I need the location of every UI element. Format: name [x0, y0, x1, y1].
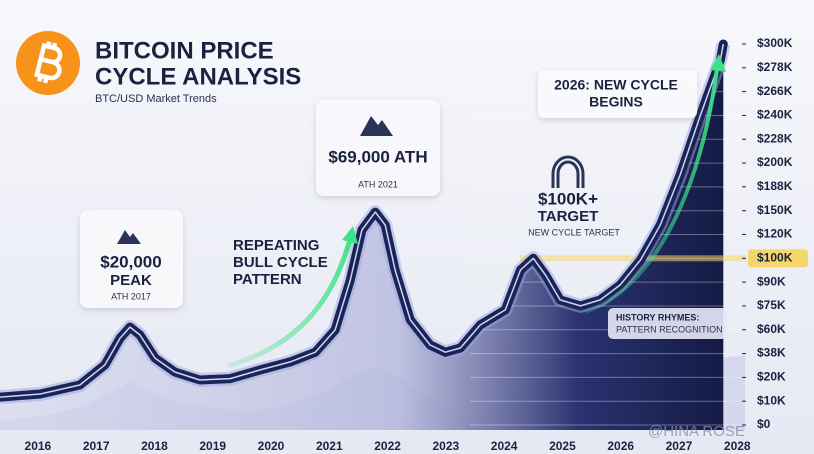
x-tick-label: 2018 — [141, 439, 168, 453]
x-tick-label: 2028 — [724, 439, 751, 453]
y-tick-label: $200K — [757, 155, 793, 169]
chart-title: CYCLE ANALYSIS — [95, 63, 301, 90]
y-tick-label: $75K — [757, 298, 786, 312]
callout-box — [316, 100, 440, 196]
y-tick-label: $188K — [757, 179, 793, 193]
callout-box — [80, 210, 183, 308]
y-tick-label: $100K — [757, 250, 793, 264]
callout-box — [538, 70, 697, 118]
price-line-highlight — [0, 43, 725, 398]
x-tick-label: 2022 — [374, 439, 401, 453]
annotation-headline: REPEATING — [233, 237, 319, 254]
x-tick-label: 2019 — [199, 439, 226, 453]
annotation-headline: $100K+ — [538, 189, 598, 208]
y-tick-label: $150K — [757, 203, 793, 217]
annotation-headline: HISTORY RHYMES: — [616, 312, 699, 322]
highlight-label-bg — [748, 249, 808, 268]
y-tick-label: $278K — [757, 60, 793, 74]
x-tick-label: 2025 — [549, 439, 576, 453]
arrow-head — [710, 54, 726, 72]
y-tick-label: $120K — [757, 227, 793, 241]
bitcoin-symbol — [34, 41, 63, 84]
arch-icon — [551, 155, 585, 188]
x-tick-label: 2023 — [433, 439, 460, 453]
y-tick-label: $10K — [757, 393, 786, 407]
plot-area — [0, 39, 746, 430]
annotation-headline: $69,000 ATH — [328, 147, 427, 166]
annotation-headline: TARGET — [538, 208, 599, 225]
y-tick-label: $38K — [757, 346, 786, 360]
x-tick-label: 2017 — [83, 439, 110, 453]
y-tick-label: $266K — [757, 84, 793, 98]
mountain-icon — [117, 230, 141, 244]
x-tick-label: 2020 — [258, 439, 285, 453]
x-tick-label: 2027 — [666, 439, 693, 453]
annotation-headline: PATTERN — [233, 271, 302, 288]
annotation-note: PATTERN RECOGNITION — [616, 324, 723, 334]
callout-box — [608, 308, 727, 339]
annotation-headline: PEAK — [110, 272, 152, 289]
trend-arrow — [584, 61, 720, 314]
y-tick-label: $90K — [757, 274, 786, 288]
y-tick-label: $300K — [757, 36, 793, 50]
x-tick-label: 2021 — [316, 439, 343, 453]
annotation-headline: $20,000 — [100, 252, 161, 271]
arrow-head — [342, 226, 358, 244]
x-tick-label: 2026 — [607, 439, 634, 453]
annotation-headline: 2026: NEW CYCLE — [554, 77, 678, 93]
trend-arrow — [227, 231, 355, 369]
y-tick-label: $60K — [757, 322, 786, 336]
chart-subtitle: BTC/USD Market Trends — [95, 93, 217, 105]
annotation-headline: BEGINS — [589, 94, 643, 110]
annotation-note: NEW CYCLE TARGET — [528, 227, 620, 237]
y-tick-label: $228K — [757, 131, 793, 145]
y-tick-label: $240K — [757, 108, 793, 122]
annotation-note: ATH 2017 — [111, 291, 151, 301]
x-tick-label: 2024 — [491, 439, 518, 453]
annotation-note: ATH 2021 — [358, 179, 398, 189]
mountain-icon — [360, 116, 393, 136]
annotation-headline: BULL CYCLE — [233, 254, 328, 271]
y-tick-label: $20K — [757, 370, 786, 384]
chart-title: BITCOIN PRICE — [95, 37, 274, 64]
x-tick-label: 2016 — [25, 439, 52, 453]
y-tick-label: $0 — [757, 417, 771, 431]
watermark: @HINA ROSE — [648, 423, 745, 440]
